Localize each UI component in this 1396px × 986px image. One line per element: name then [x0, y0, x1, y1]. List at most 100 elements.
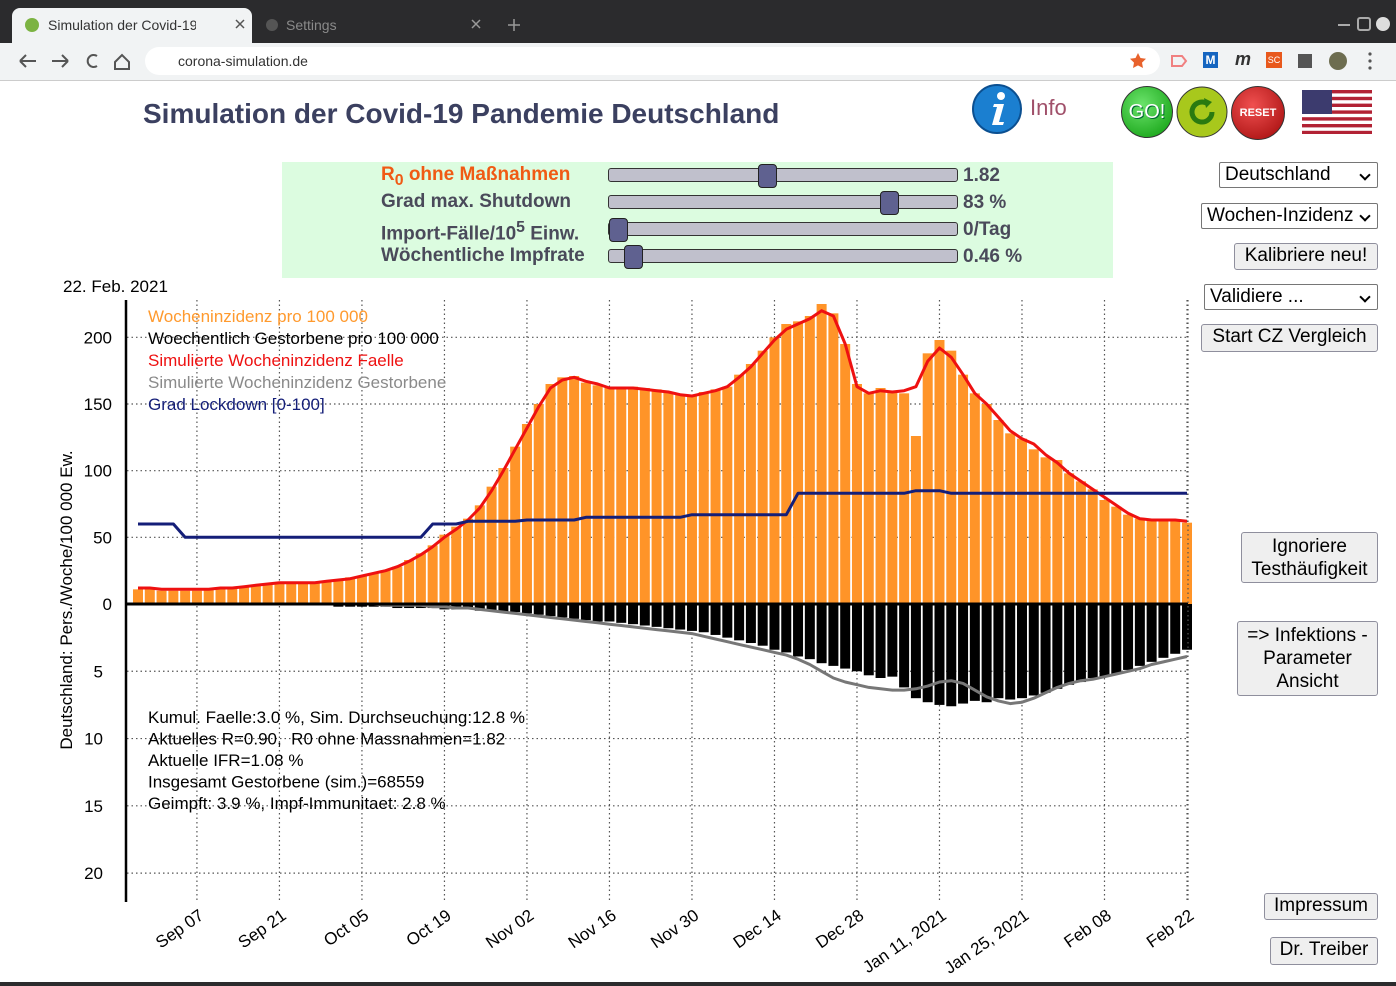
bar [639, 604, 650, 626]
go-button[interactable]: GO! [1121, 86, 1173, 138]
bar [675, 604, 686, 630]
bar [863, 393, 874, 604]
bar [533, 604, 544, 615]
bar [616, 604, 627, 623]
bar [451, 526, 462, 604]
bar [533, 404, 544, 604]
slider-track[interactable] [608, 249, 958, 263]
bar [1146, 520, 1157, 604]
bar [946, 350, 957, 604]
info-link[interactable]: Info [1030, 95, 1067, 120]
bar [899, 393, 910, 604]
bar [1028, 449, 1039, 604]
bar [415, 553, 426, 604]
bar [710, 389, 721, 604]
slider-value: 0.46 % [963, 246, 1023, 267]
bar [875, 604, 886, 678]
compare-button[interactable]: Start CZ Vergleich [1201, 324, 1378, 352]
bar [793, 321, 804, 604]
bar [1028, 604, 1039, 696]
bar [804, 604, 815, 660]
tab-active[interactable] [12, 8, 252, 43]
bar [404, 560, 415, 604]
tab-title: Simulation der Covid-19 P [48, 17, 196, 33]
bar [804, 316, 815, 604]
bar [840, 604, 851, 669]
reload-button[interactable] [1176, 86, 1228, 138]
button-line: => Infektions - [1247, 625, 1368, 646]
reset-button[interactable]: RESET [1231, 86, 1285, 140]
bar [875, 388, 886, 604]
validate-select[interactable]: Validiere ... [1204, 284, 1378, 310]
legend-entry: Grad Lockdown [0-100] [148, 395, 325, 414]
bar [1075, 481, 1086, 604]
imprint-button[interactable]: Impressum [1264, 893, 1378, 920]
bar [1087, 604, 1098, 678]
metric-select[interactable]: Wochen-Inzidenz [1201, 203, 1378, 229]
annotation: Aktuelles R=0.90, R0 ohne Massnahmen=1.8… [148, 730, 505, 749]
legend-entry: Simulierte Wocheninzidenz Faelle [148, 351, 404, 370]
x-tick-label: Sep 07 [152, 906, 207, 952]
bar [1111, 604, 1122, 674]
x-tick-label: Oct 05 [320, 906, 372, 950]
bar [1099, 500, 1110, 604]
label-part: R [381, 164, 395, 185]
tab-title[interactable]: Settings [286, 17, 337, 33]
slider-thumb[interactable] [880, 191, 899, 215]
bar [427, 545, 438, 604]
slider-thumb[interactable] [609, 218, 628, 242]
view-button[interactable]: => Infektions - Parameter Ansicht [1237, 621, 1378, 696]
bar [710, 604, 721, 635]
y-tick-label: 150 [84, 395, 112, 414]
button-line: Testhäufigkeit [1251, 559, 1368, 580]
slider-track[interactable] [608, 195, 958, 209]
bar [1064, 604, 1075, 685]
x-tick-label: Nov 30 [647, 906, 702, 952]
bar [1040, 457, 1051, 604]
bar [899, 604, 910, 688]
annotation: Aktuelle IFR=1.08 % [148, 751, 303, 770]
ignore-testing-button[interactable]: Ignoriere Testhäufigkeit [1241, 532, 1378, 583]
slider-thumb[interactable] [758, 164, 777, 188]
bar [486, 604, 497, 611]
bar [958, 374, 969, 604]
annotation: Geimpft: 3.9 %, Impf-Immunitaet: 2.8 % [148, 794, 446, 813]
bar [498, 468, 509, 604]
url: corona-simulation.de [178, 53, 308, 69]
language-flag[interactable] [1302, 90, 1372, 134]
recalibrate-button[interactable]: Kalibriere neu! [1234, 243, 1378, 270]
bar [722, 386, 733, 604]
y2-tick-label: 5 [94, 662, 103, 681]
bar [474, 604, 485, 611]
slider-track[interactable] [608, 222, 958, 236]
bar [1134, 518, 1145, 604]
bar [675, 394, 686, 604]
extension[interactable]: SC [1266, 52, 1282, 68]
bar [969, 393, 980, 604]
slider-label: Import-Fälle/105 Einw. [381, 219, 579, 245]
bar [580, 382, 591, 604]
bar [1040, 604, 1051, 693]
x-tick-label: Feb 22 [1143, 906, 1197, 952]
bar [215, 589, 226, 604]
bar [1016, 438, 1027, 604]
extension[interactable]: m [1235, 49, 1252, 69]
bar [286, 582, 297, 604]
address-bar[interactable] [145, 47, 1160, 75]
author-button[interactable]: Dr. Treiber [1270, 937, 1378, 965]
extension[interactable]: M [1203, 52, 1218, 68]
bar [191, 590, 202, 604]
bar [663, 392, 674, 604]
bar [946, 604, 957, 707]
region-select[interactable]: Deutschland [1219, 162, 1378, 188]
bar [557, 604, 568, 618]
slider-track[interactable] [608, 168, 958, 182]
bar [1099, 604, 1110, 677]
bar [910, 436, 921, 604]
bar [651, 389, 662, 604]
bar [922, 604, 933, 703]
bar [781, 324, 792, 604]
info-icon[interactable] [970, 82, 1026, 136]
bar [958, 604, 969, 704]
slider-thumb[interactable] [624, 245, 643, 269]
